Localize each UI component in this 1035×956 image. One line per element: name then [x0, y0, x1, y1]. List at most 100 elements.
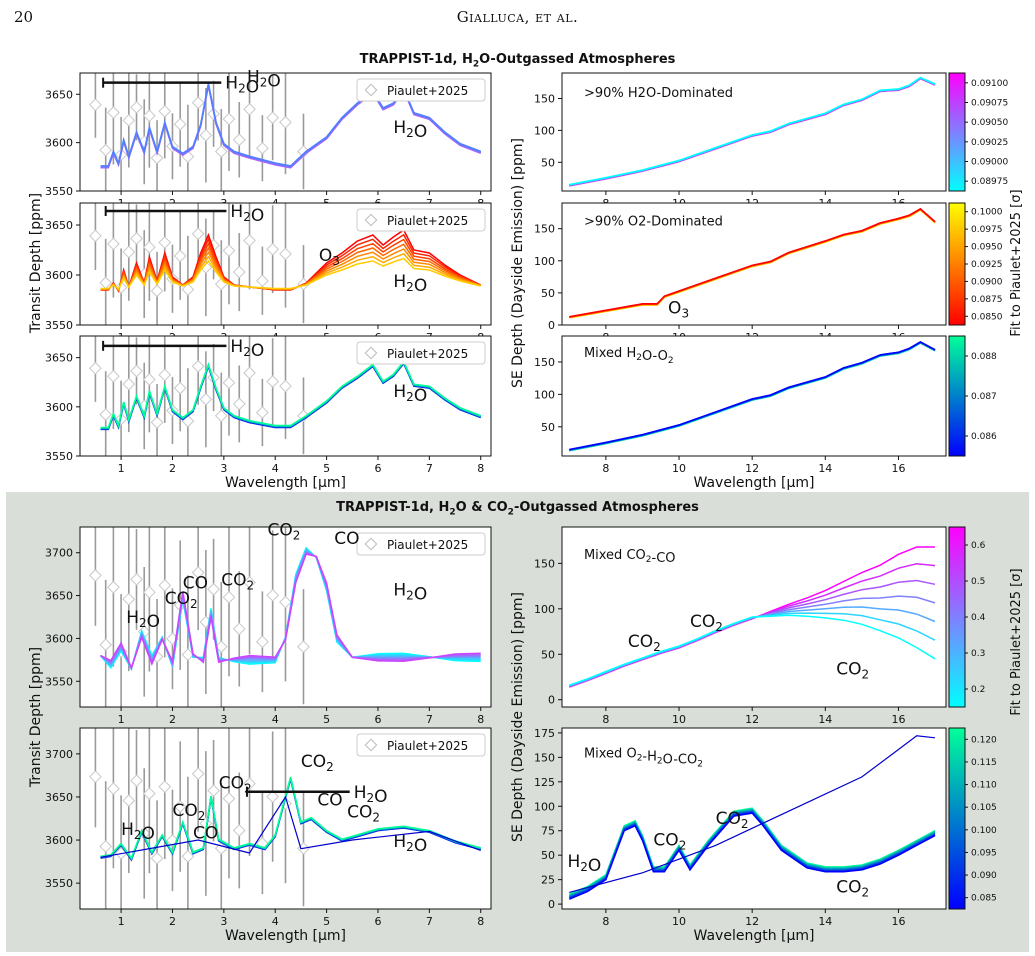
- x-tick-label: 8: [477, 462, 484, 475]
- molecule-label: CO2: [716, 809, 749, 831]
- legend: Piaulet+2025: [356, 733, 486, 757]
- y-tick-label: 50: [541, 648, 555, 661]
- data-point: [130, 573, 143, 586]
- y-tick-label: 50: [541, 156, 555, 169]
- molecule-label: H2O: [121, 820, 155, 844]
- y-tick-label: 3550: [45, 450, 73, 463]
- spectrum-line: [569, 614, 936, 686]
- data-point: [130, 774, 143, 788]
- text-part: H: [225, 74, 238, 94]
- molecule-label: H2O: [393, 118, 427, 142]
- x-tick-label: 14: [818, 462, 832, 475]
- data-point: [158, 780, 172, 794]
- x-tick-label: 12: [745, 915, 759, 928]
- spectrum-line: [569, 807, 936, 895]
- x-tick-label: 3: [220, 462, 227, 475]
- x-tick-label: 16: [891, 462, 905, 475]
- data-point: [279, 247, 292, 261]
- colorbar-tick-label: 0.4: [971, 613, 986, 623]
- legend: Piaulet+2025: [356, 208, 486, 232]
- text-part: H: [230, 337, 243, 357]
- section-2-title-b: O & CO: [455, 500, 508, 515]
- text-part: 2: [406, 126, 414, 140]
- text-part: H: [126, 608, 139, 628]
- y-tick-label: 175: [534, 727, 555, 740]
- legend-label: Piaulet+2025: [387, 739, 468, 753]
- text-part: CO: [317, 791, 342, 811]
- chart-s1-transit-3: 3550 3600 3650 1 2 3 4 5 6 7 8 Wavelength [µm] Piaul…: [45, 335, 492, 491]
- plot-layer: [569, 735, 936, 900]
- text-part: 2: [637, 753, 643, 763]
- x-axis-label: Wavelength [µm]: [694, 475, 815, 491]
- legend: Piaulet+2025: [356, 532, 486, 556]
- spectrum-line: [100, 360, 481, 429]
- colorbar-tick-label: 0.0900: [971, 277, 1003, 287]
- data-point: [173, 249, 187, 263]
- data-point: [214, 409, 228, 423]
- legend: Piaulet+2025: [356, 78, 486, 102]
- y-tick-label: 0: [548, 319, 555, 332]
- data-point: [279, 115, 292, 129]
- legend-box: [356, 341, 486, 365]
- plot-frame: [79, 526, 492, 708]
- text-part: 2: [367, 791, 375, 805]
- x-tick-label: 7: [426, 915, 433, 928]
- x-tick-label: 12: [745, 713, 759, 726]
- data-point: [191, 566, 205, 579]
- colorbar-tick-label: 0.0850: [971, 312, 1003, 322]
- data-point: [150, 151, 164, 165]
- data-point: [191, 96, 205, 110]
- x-tick-label: 7: [426, 713, 433, 726]
- y-tick-label: 100: [534, 255, 555, 268]
- data-point: [122, 113, 136, 127]
- legend-label: Piaulet+2025: [387, 347, 468, 361]
- colorbar-tick-label: 0.110: [971, 781, 997, 791]
- spectrum-line: [100, 776, 481, 860]
- text-part: O: [251, 341, 264, 361]
- data-point: [243, 575, 256, 589]
- x-tick-label: 4: [272, 915, 279, 928]
- plot-layer: [569, 546, 936, 688]
- plot-frame: [79, 72, 492, 192]
- data-point: [266, 111, 280, 125]
- colorbar-tick-label: 0.087: [971, 392, 997, 402]
- colorbar: [948, 335, 966, 457]
- page-number: 20: [14, 8, 34, 26]
- x-tick-label: 6: [374, 713, 381, 726]
- colorbar-tick-label: 0.08975: [971, 177, 1008, 187]
- colorbar-tick-label: 0.105: [971, 803, 997, 813]
- text-part: H: [567, 852, 580, 872]
- text-part: 2: [862, 667, 870, 681]
- x-axis-label: Wavelength [µm]: [694, 928, 815, 944]
- molecule-label: H2O: [393, 581, 427, 605]
- text-part: 2: [198, 809, 206, 823]
- data-point: [89, 361, 102, 375]
- data-point: [256, 635, 269, 649]
- x-tick-label: 1: [118, 915, 125, 928]
- y-tick-label: 100: [534, 388, 555, 401]
- data-point: [130, 100, 143, 114]
- x-tick-label: 4: [272, 462, 279, 475]
- data-point: [181, 648, 195, 661]
- molecule-label: CO: [334, 529, 359, 549]
- colorbar-tick-label: 0.0925: [971, 260, 1003, 270]
- molecule-label: H2O: [247, 68, 281, 92]
- text-part: 2: [139, 616, 147, 630]
- colorbar-tick-label: 0.085: [971, 894, 997, 904]
- text-part: 2: [406, 390, 414, 404]
- text-part: O: [414, 276, 427, 296]
- data-point: [191, 767, 205, 781]
- text-part: O: [414, 386, 427, 406]
- text-part: CO: [716, 809, 741, 829]
- data-point: [107, 237, 120, 251]
- data-point: [99, 638, 113, 652]
- colorbar-tick-label: 0.09050: [971, 118, 1008, 128]
- colorbar-tick-label: 0.0950: [971, 243, 1003, 253]
- colorbar-label: Fit to Piaulet+2025 [σ]: [1009, 189, 1024, 336]
- spectrum-line: [569, 207, 936, 318]
- x-tick-label: 10: [672, 915, 686, 928]
- colorbar-tick-label: 0.6: [971, 541, 986, 551]
- panel-label: Mixed O2-H2O-CO2: [584, 746, 703, 769]
- plot-layer: [89, 728, 481, 909]
